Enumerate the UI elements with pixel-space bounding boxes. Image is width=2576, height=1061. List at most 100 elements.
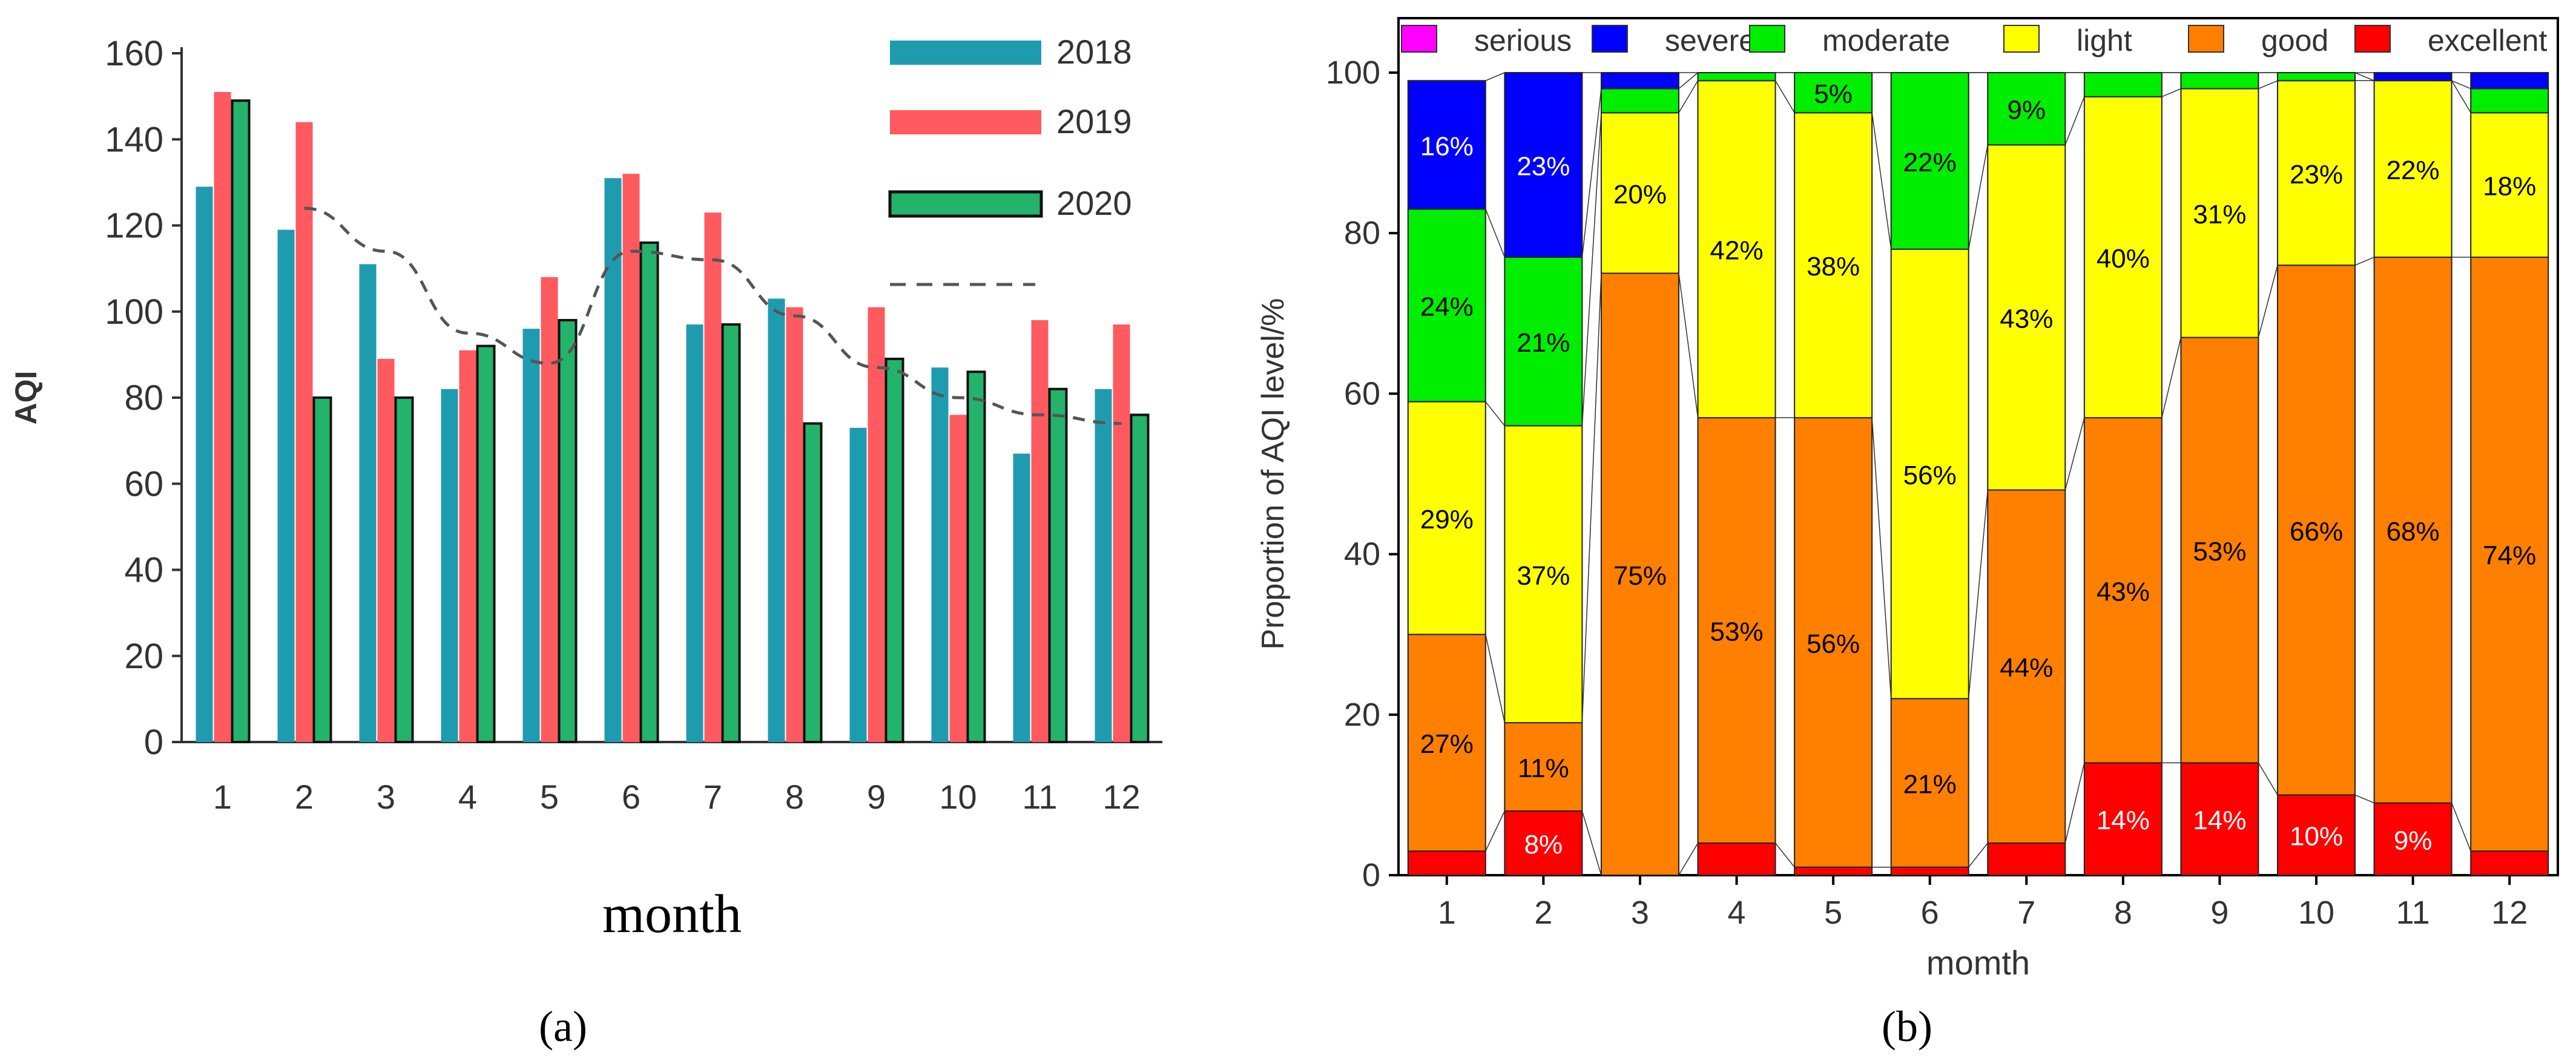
b-bar-excellent-month-9 [2180, 762, 2259, 876]
b-x-tick-label: 9 [2210, 895, 2228, 931]
b-x-tick-label: 6 [1921, 895, 1939, 931]
b-x-tick-label: 3 [1631, 895, 1649, 931]
b-connector-line [2354, 794, 2374, 804]
b-bar-good-month-4 [1697, 417, 1776, 844]
a-legend-label-2019: 2019 [1056, 102, 1132, 140]
caption-b: (b) [1882, 1002, 1932, 1051]
b-bar-moderate-month-8 [2083, 72, 2163, 97]
b-bar-excellent-month-1 [1407, 850, 1486, 876]
a-bar-2019-month-9 [868, 307, 885, 742]
a-bar-2019-month-10 [949, 415, 967, 742]
a-y-tick-label: 120 [105, 206, 163, 246]
b-x-tick-label: 4 [1728, 895, 1746, 931]
b-data-label-excellent-month-2: 8% [1524, 830, 1563, 859]
a-legend-swatch-2018 [890, 41, 1041, 65]
b-connector-line [2064, 96, 2085, 145]
b-bar-severe-month-12 [2470, 72, 2549, 90]
b-bar-light-month-4 [1697, 80, 1776, 419]
b-data-label-good-month-10: 66% [2290, 517, 2343, 547]
panel-b-stacked-proportion-chart: serious severe moderate light good excellent 2… [1256, 17, 2559, 982]
a-bar-2018-month-8 [768, 298, 785, 743]
a-x-tick-label: 4 [458, 778, 477, 816]
a-bar-2019-month-2 [295, 122, 313, 742]
b-connector-line [2064, 763, 2085, 844]
b-data-label-light-month-6: 56% [1903, 461, 1957, 490]
b-data-label-moderate-month-5: 5% [1814, 79, 1853, 109]
a-bar-2020-month-7 [721, 323, 741, 743]
b-bar-moderate-month-2 [1504, 256, 1583, 427]
b-data-label-light-month-8: 40% [2097, 244, 2150, 274]
a-x-tick-label: 7 [703, 778, 722, 816]
a-legend-label-2020: 2020 [1056, 184, 1132, 222]
b-bar-good-month-5 [1794, 417, 1873, 868]
b-x-tick-label: 10 [2298, 895, 2334, 931]
a-bar-2018-month-12 [1095, 389, 1112, 742]
b-connector-line [1581, 810, 1602, 876]
b-legend-swatch-severe [1592, 25, 1628, 53]
b-legend-label-serious: serious [1474, 24, 1572, 57]
b-data-label-moderate-month-1: 24% [1420, 292, 1474, 322]
b-y-tick-label: 0 [1362, 857, 1380, 893]
b-connector-line [2161, 88, 2181, 97]
b-connector-line [1968, 145, 1989, 249]
a-bar-2020-month-11 [1048, 387, 1068, 743]
a-bar-2018-month-5 [522, 329, 540, 742]
caption-b-text: (b) [1882, 1002, 1932, 1051]
b-data-label-moderate-month-6: 22% [1903, 148, 1957, 177]
b-bar-light-month-5 [1794, 112, 1873, 419]
b-bar-excellent-month-2 [1504, 810, 1583, 876]
a-bar-2018-month-1 [196, 186, 213, 742]
a-bar-2019-month-1 [214, 92, 231, 743]
a-bar-2019-month-11 [1031, 320, 1049, 742]
b-connector-line [2064, 417, 2085, 490]
b-bar-good-month-8 [2083, 417, 2163, 764]
a-bar-2020-month-10 [966, 370, 986, 743]
a-y-tick-label: 100 [105, 292, 163, 332]
a-bar-2018-month-11 [1013, 453, 1030, 742]
b-bar-excellent-month-11 [2373, 802, 2452, 876]
a-x-tick-label: 5 [540, 778, 559, 816]
b-plot-frame [1397, 17, 2559, 876]
a-bar-2020-month-2 [312, 396, 332, 743]
b-x-tick-label: 7 [2017, 895, 2035, 931]
b-connector-line [1871, 418, 1892, 699]
b-y-tick-label: 40 [1344, 536, 1380, 573]
b-data-label-good-month-11: 68% [2387, 517, 2440, 547]
b-bar-moderate-month-10 [2277, 72, 2356, 82]
b-bar-severe-month-3 [1600, 72, 1679, 90]
b-connector-line [1968, 490, 1989, 699]
b-connector-line [1968, 843, 1988, 868]
b-y-tick-label: 60 [1344, 375, 1380, 412]
b-connector-line [1774, 80, 1795, 113]
b-connector-line [1485, 401, 1505, 426]
b-connector-line [1774, 843, 1795, 868]
a-x-tick-label: 6 [622, 778, 641, 816]
b-data-label-excellent-month-10: 10% [2290, 822, 2343, 852]
b-connector-line [2451, 803, 2471, 852]
a-x-tick-label: 9 [867, 778, 886, 816]
b-connector-line [1871, 113, 1892, 249]
a-y-tick-label: 140 [105, 120, 163, 159]
b-bar-light-month-7 [1987, 144, 2066, 491]
a-y-tick-label: 0 [144, 723, 163, 762]
b-data-label-light-month-1: 29% [1420, 505, 1474, 534]
a-bar-2020-month-3 [394, 396, 414, 743]
b-bar-moderate-month-3 [1600, 88, 1679, 114]
b-connector-line [1485, 810, 1506, 852]
a-x-tick-label: 2 [295, 778, 314, 816]
b-data-label-light-month-7: 43% [2000, 304, 2053, 333]
b-bar-moderate-month-9 [2180, 72, 2259, 90]
a-bar-2018-month-6 [604, 178, 622, 742]
b-bar-excellent-month-7 [1987, 842, 2066, 876]
a-x-tick-label: 10 [939, 778, 977, 816]
a-bar-2020-month-6 [639, 241, 659, 743]
a-legend-swatch-2019 [890, 110, 1041, 134]
a-bar-2018-month-3 [359, 264, 377, 742]
b-bar-moderate-month-7 [1987, 72, 2066, 146]
b-bar-light-month-1 [1407, 401, 1486, 636]
b-data-label-light-month-2: 37% [1517, 561, 1570, 591]
b-bar-severe-month-2 [1504, 72, 1583, 258]
b-bar-excellent-month-12 [2470, 850, 2549, 876]
b-connector-line [1678, 72, 1699, 90]
